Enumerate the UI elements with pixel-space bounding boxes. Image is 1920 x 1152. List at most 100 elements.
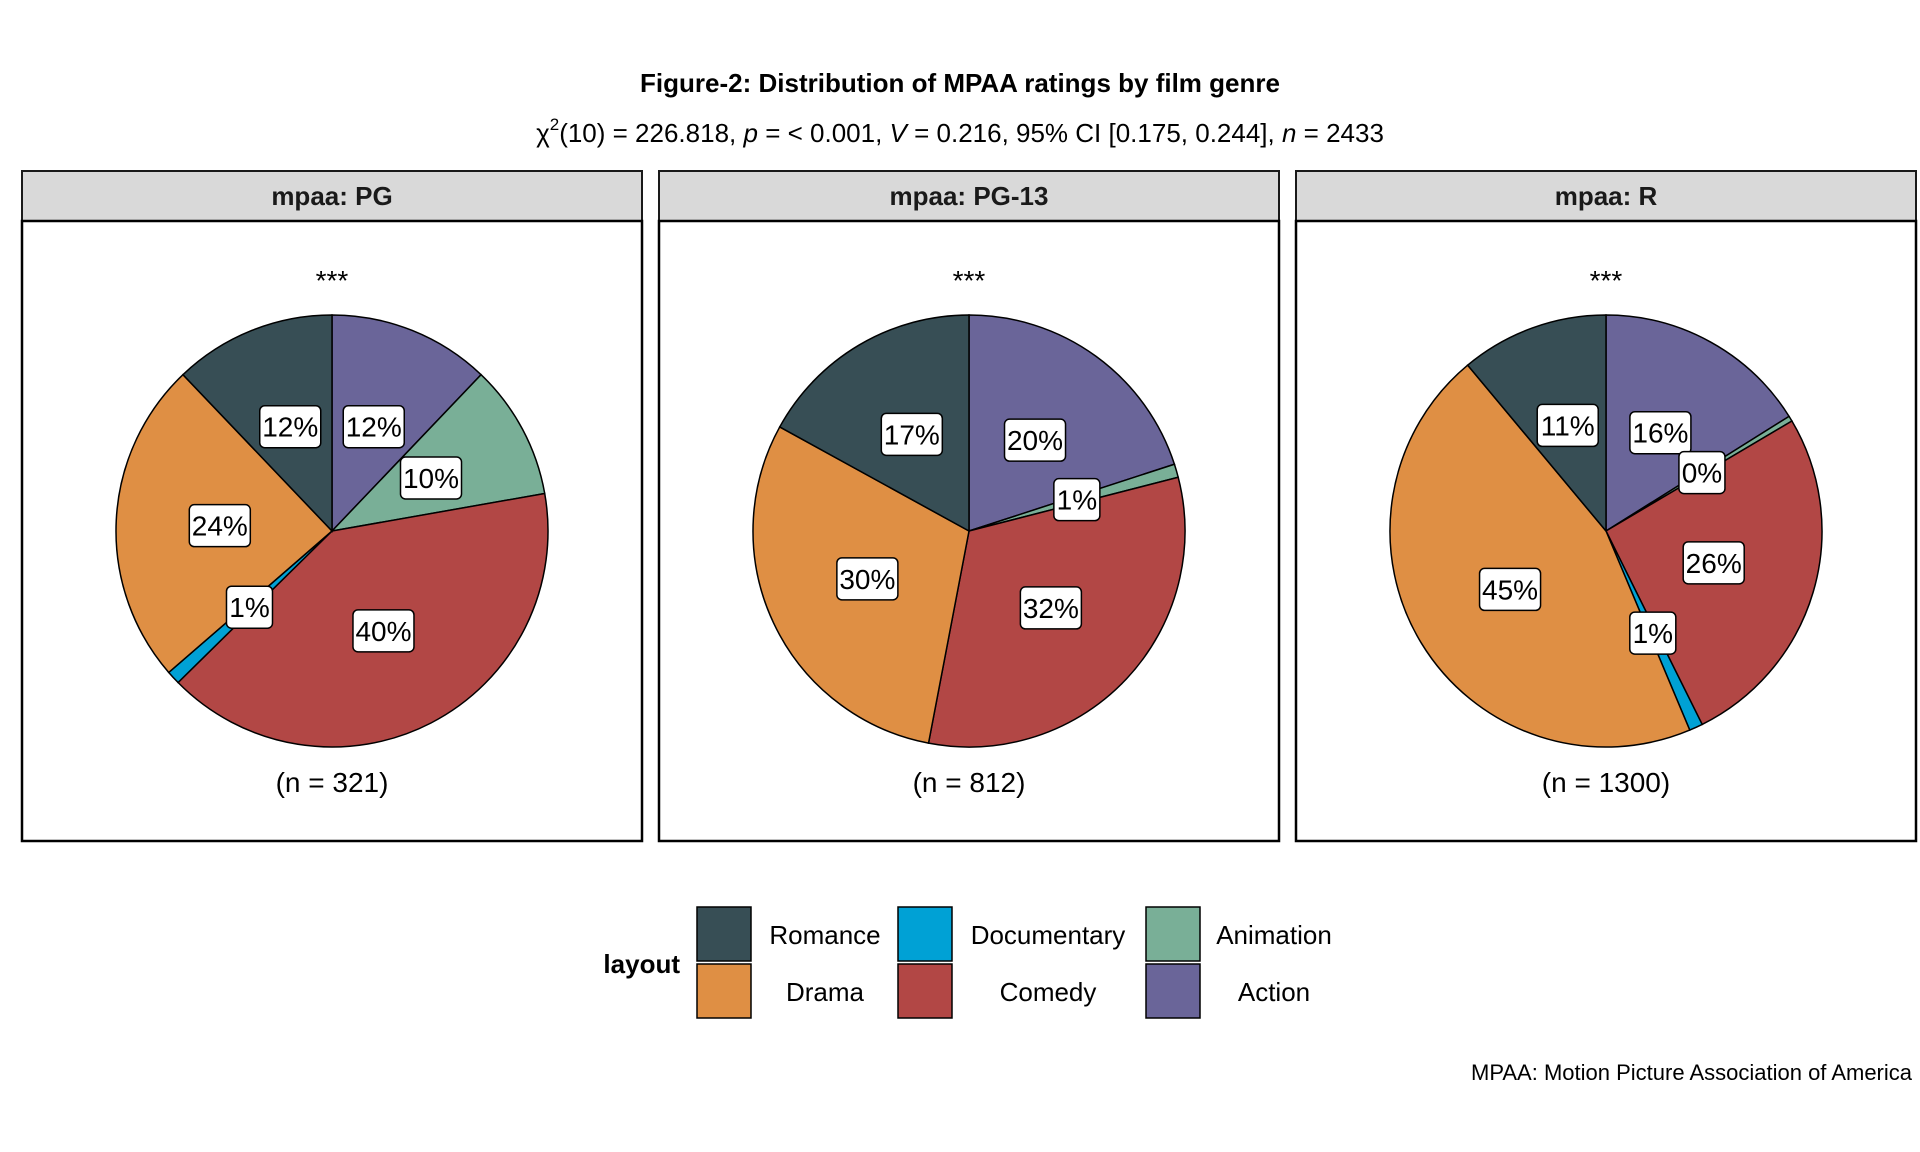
slice-label-box xyxy=(1678,450,1726,495)
legend-key-drama xyxy=(696,963,752,1019)
slice-label-mpaa-pg-documentary: 1% xyxy=(225,585,274,629)
slice-label-mpaa-pg-romance: 12% xyxy=(259,404,322,449)
subtitle-chi: χ xyxy=(536,118,550,148)
slice-label-text: 1% xyxy=(1057,485,1097,516)
slice-label-box xyxy=(1053,477,1101,522)
legend-key-romance xyxy=(696,906,752,962)
legend-label-action: Action xyxy=(1238,977,1310,1007)
significance-mpaa-pg: *** xyxy=(316,265,349,296)
slice-label-text: 26% xyxy=(1686,548,1742,579)
chart-title: Figure-2: Distribution of MPAA ratings b… xyxy=(640,68,1280,98)
slice-label-box xyxy=(399,456,463,500)
slice-label-box xyxy=(225,585,274,629)
legend-label-documentary: Documentary xyxy=(971,920,1126,950)
significance-mpaa-pg-13: *** xyxy=(953,265,986,296)
slice-mpaa-r-action xyxy=(1605,314,1791,533)
legend-item-romance: Romance xyxy=(696,906,881,962)
subtitle-n-text: = 2433 xyxy=(1296,118,1383,148)
slice-label-box xyxy=(342,404,405,449)
n-label-mpaa-pg: (n = 321) xyxy=(276,767,389,798)
slice-label-mpaa-r-documentary: 1% xyxy=(1629,611,1677,655)
legend-label-animation: Animation xyxy=(1216,920,1332,950)
subtitle-v-text: = 0.216, 95% CI [0.175, 0.244], xyxy=(907,118,1282,148)
slice-label-text: 1% xyxy=(229,592,269,623)
slice-label-text: 16% xyxy=(1632,418,1688,449)
slice-label-mpaa-pg-action: 12% xyxy=(342,404,405,449)
subtitle-superscript: 2 xyxy=(550,115,559,134)
subtitle-n-label: n xyxy=(1282,118,1296,148)
panel-mpaa-pg: mpaa: PG***12%10%40%1%24%12%(n = 321) xyxy=(20,170,644,843)
legend: layout Romance Drama Documentary Comedy Anim… xyxy=(603,906,1332,1019)
slice-label-mpaa-pg-drama: 24% xyxy=(188,503,252,548)
strip-mpaa-pg-13 xyxy=(658,170,1280,222)
slice-label-mpaa-r-animation: 0% xyxy=(1678,450,1726,495)
significance-mpaa-r: *** xyxy=(1590,265,1623,296)
slice-mpaa-pg-animation xyxy=(329,373,546,533)
slice-label-box xyxy=(1019,586,1083,630)
slice-label-mpaa-r-comedy: 26% xyxy=(1682,541,1745,585)
panel-mpaa-pg-13: mpaa: PG-13 *** 20% 1% 32% 30% 17% (n = 812) xyxy=(657,170,1281,843)
legend-key-action xyxy=(1145,963,1201,1019)
chart-subtitle: χ2(10) = 226.818, p = < 0.001, V = 0.216… xyxy=(536,115,1384,148)
slice-label-text: 32% xyxy=(1023,593,1079,624)
slice-mpaa-pg-romance xyxy=(181,314,333,533)
slice-label-text: 20% xyxy=(1007,425,1063,456)
slice-mpaa-r-drama xyxy=(1389,364,1691,748)
subtitle-p-label: p xyxy=(743,118,758,148)
slice-label-text: 1% xyxy=(1633,618,1673,649)
slice-label-box xyxy=(1536,403,1599,448)
slice-label-mpaa-pg-animation: 10% xyxy=(399,456,463,500)
slice-label-box xyxy=(1003,418,1067,462)
slice-label-text: 40% xyxy=(355,616,411,647)
legend-label-drama: Drama xyxy=(786,977,865,1007)
slice-label-mpaa-pg-comedy: 40% xyxy=(352,609,415,653)
slice-label-text: 11% xyxy=(1541,410,1595,441)
slice-label-text: 45% xyxy=(1482,574,1538,605)
strip-mpaa-pg xyxy=(21,170,643,222)
slice-label-box xyxy=(836,557,899,601)
slice-label-text: 12% xyxy=(346,412,402,443)
slice-mpaa-pg-13-romance xyxy=(778,314,970,533)
subtitle-v-label: V xyxy=(890,118,910,148)
strip-label-mpaa-pg: mpaa: PG xyxy=(271,181,392,211)
slice-label-mpaa-pg-13-comedy: 32% xyxy=(1019,586,1083,630)
legend-key-animation xyxy=(1145,906,1201,962)
legend-label-comedy: Comedy xyxy=(1000,977,1097,1007)
n-label-mpaa-r: (n = 1300) xyxy=(1542,767,1670,798)
slice-label-mpaa-r-drama: 45% xyxy=(1478,567,1542,612)
slice-label-box xyxy=(1478,567,1542,612)
slice-label-box xyxy=(1629,410,1692,455)
slice-label-mpaa-pg-13-drama: 30% xyxy=(836,557,899,601)
legend-label-romance: Romance xyxy=(769,920,880,950)
slice-label-box xyxy=(352,609,415,653)
slice-mpaa-pg-13-action xyxy=(968,314,1176,533)
slice-label-mpaa-pg-13-action: 20% xyxy=(1003,418,1067,462)
slice-label-text: 0% xyxy=(1682,458,1722,489)
legend-title: layout xyxy=(603,949,680,979)
strip-mpaa-r xyxy=(1295,170,1917,222)
slice-label-mpaa-pg-13-animation: 1% xyxy=(1053,477,1101,522)
strip-label-mpaa-pg-13: mpaa: PG-13 xyxy=(890,181,1049,211)
slice-label-box xyxy=(880,412,944,457)
caption: MPAA: Motion Picture Association of Amer… xyxy=(1471,1060,1913,1085)
slice-label-box xyxy=(259,404,322,449)
legend-item-action: Action xyxy=(1145,963,1310,1019)
legend-item-drama: Drama xyxy=(696,963,865,1019)
slice-mpaa-pg-action xyxy=(331,314,483,533)
legend-key-comedy xyxy=(897,963,953,1019)
subtitle-p-text: = < 0.001, xyxy=(758,118,890,148)
subtitle-df: (10) = 226.818, xyxy=(559,118,743,148)
slice-label-box xyxy=(1682,541,1745,585)
slice-label-mpaa-r-romance: 11% xyxy=(1536,403,1599,448)
slice-label-mpaa-pg-13-romance: 17% xyxy=(880,412,944,457)
n-label-mpaa-pg-13: (n = 812) xyxy=(913,767,1026,798)
slice-label-box xyxy=(1629,611,1677,655)
slice-label-text: 12% xyxy=(262,412,318,443)
legend-key-documentary xyxy=(897,906,953,962)
slice-label-text: 30% xyxy=(839,564,895,595)
slice-label-text: 10% xyxy=(403,463,459,494)
slice-label-text: 24% xyxy=(192,511,248,542)
slice-label-text: 17% xyxy=(884,419,940,450)
facet-panels: mpaa: PG***12%10%40%1%24%12%(n = 321)mpa… xyxy=(20,170,1918,843)
